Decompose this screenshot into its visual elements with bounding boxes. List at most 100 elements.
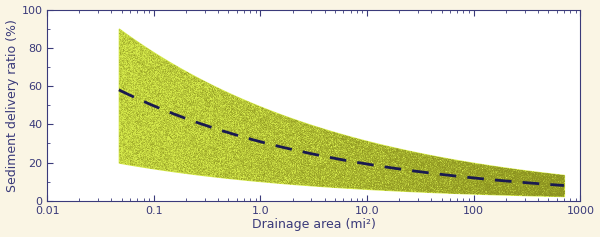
Point (236, 146, 245, 149)
Point (492, 176, 502, 180)
Point (260, 118, 270, 121)
Point (546, 177, 556, 181)
Point (327, 144, 337, 148)
Point (231, 168, 241, 172)
Point (467, 180, 477, 184)
Point (193, 142, 202, 146)
Point (445, 180, 455, 184)
Point (529, 190, 538, 194)
Point (494, 172, 504, 176)
Point (179, 142, 188, 146)
Point (209, 137, 218, 141)
Point (245, 131, 255, 134)
Point (376, 163, 385, 167)
Point (558, 190, 568, 193)
Point (254, 114, 263, 118)
Point (232, 162, 242, 166)
Point (299, 133, 309, 137)
Point (488, 173, 498, 177)
Point (196, 123, 206, 127)
Point (481, 187, 490, 191)
Point (130, 82, 140, 86)
Point (463, 184, 473, 188)
Point (354, 176, 364, 180)
Point (330, 165, 340, 169)
Point (402, 183, 412, 187)
Point (455, 191, 465, 195)
Point (128, 130, 138, 133)
Point (403, 176, 412, 180)
Point (341, 173, 350, 177)
Point (464, 180, 473, 184)
Point (376, 169, 385, 172)
Point (343, 176, 353, 180)
Point (116, 156, 126, 160)
Point (202, 88, 211, 92)
Point (161, 160, 171, 164)
Point (357, 151, 367, 155)
Point (225, 128, 235, 132)
Point (346, 143, 356, 147)
Point (520, 173, 529, 177)
Point (319, 140, 329, 144)
Point (449, 172, 459, 175)
Point (184, 155, 193, 159)
Point (341, 136, 350, 139)
Point (345, 185, 355, 188)
Point (480, 176, 490, 180)
Point (280, 165, 289, 169)
Point (520, 184, 530, 188)
Point (178, 121, 188, 125)
Point (509, 187, 519, 190)
Point (196, 124, 205, 128)
Point (401, 155, 410, 159)
Point (203, 103, 212, 107)
Point (557, 174, 567, 178)
Point (409, 180, 419, 184)
Point (426, 168, 436, 172)
Point (257, 121, 267, 124)
Point (380, 166, 389, 170)
Point (359, 138, 368, 142)
Point (238, 149, 248, 153)
Point (454, 175, 464, 178)
Point (228, 134, 238, 138)
Point (315, 146, 325, 150)
Point (501, 187, 511, 190)
Point (410, 181, 419, 185)
Point (263, 132, 273, 135)
Point (178, 118, 187, 121)
Point (501, 190, 511, 193)
Point (456, 187, 466, 191)
Point (195, 136, 205, 140)
Point (243, 135, 253, 139)
Point (221, 99, 231, 103)
Point (200, 160, 209, 164)
Point (552, 175, 562, 179)
Point (177, 93, 187, 96)
Point (160, 150, 170, 154)
Point (521, 187, 530, 190)
Point (261, 134, 271, 138)
Point (376, 156, 386, 160)
Point (409, 172, 419, 176)
Point (296, 133, 305, 137)
Point (225, 102, 235, 106)
Point (207, 147, 217, 150)
Point (223, 157, 233, 161)
Point (405, 181, 415, 185)
Point (498, 174, 508, 178)
Point (402, 174, 412, 178)
Point (437, 175, 447, 179)
Point (511, 191, 520, 194)
Point (356, 155, 365, 159)
Point (341, 176, 350, 180)
Point (192, 94, 202, 98)
Point (437, 170, 447, 173)
Point (223, 109, 233, 113)
Point (186, 133, 196, 137)
Point (311, 154, 320, 158)
Point (449, 184, 459, 188)
Point (473, 162, 482, 166)
Point (190, 151, 200, 155)
